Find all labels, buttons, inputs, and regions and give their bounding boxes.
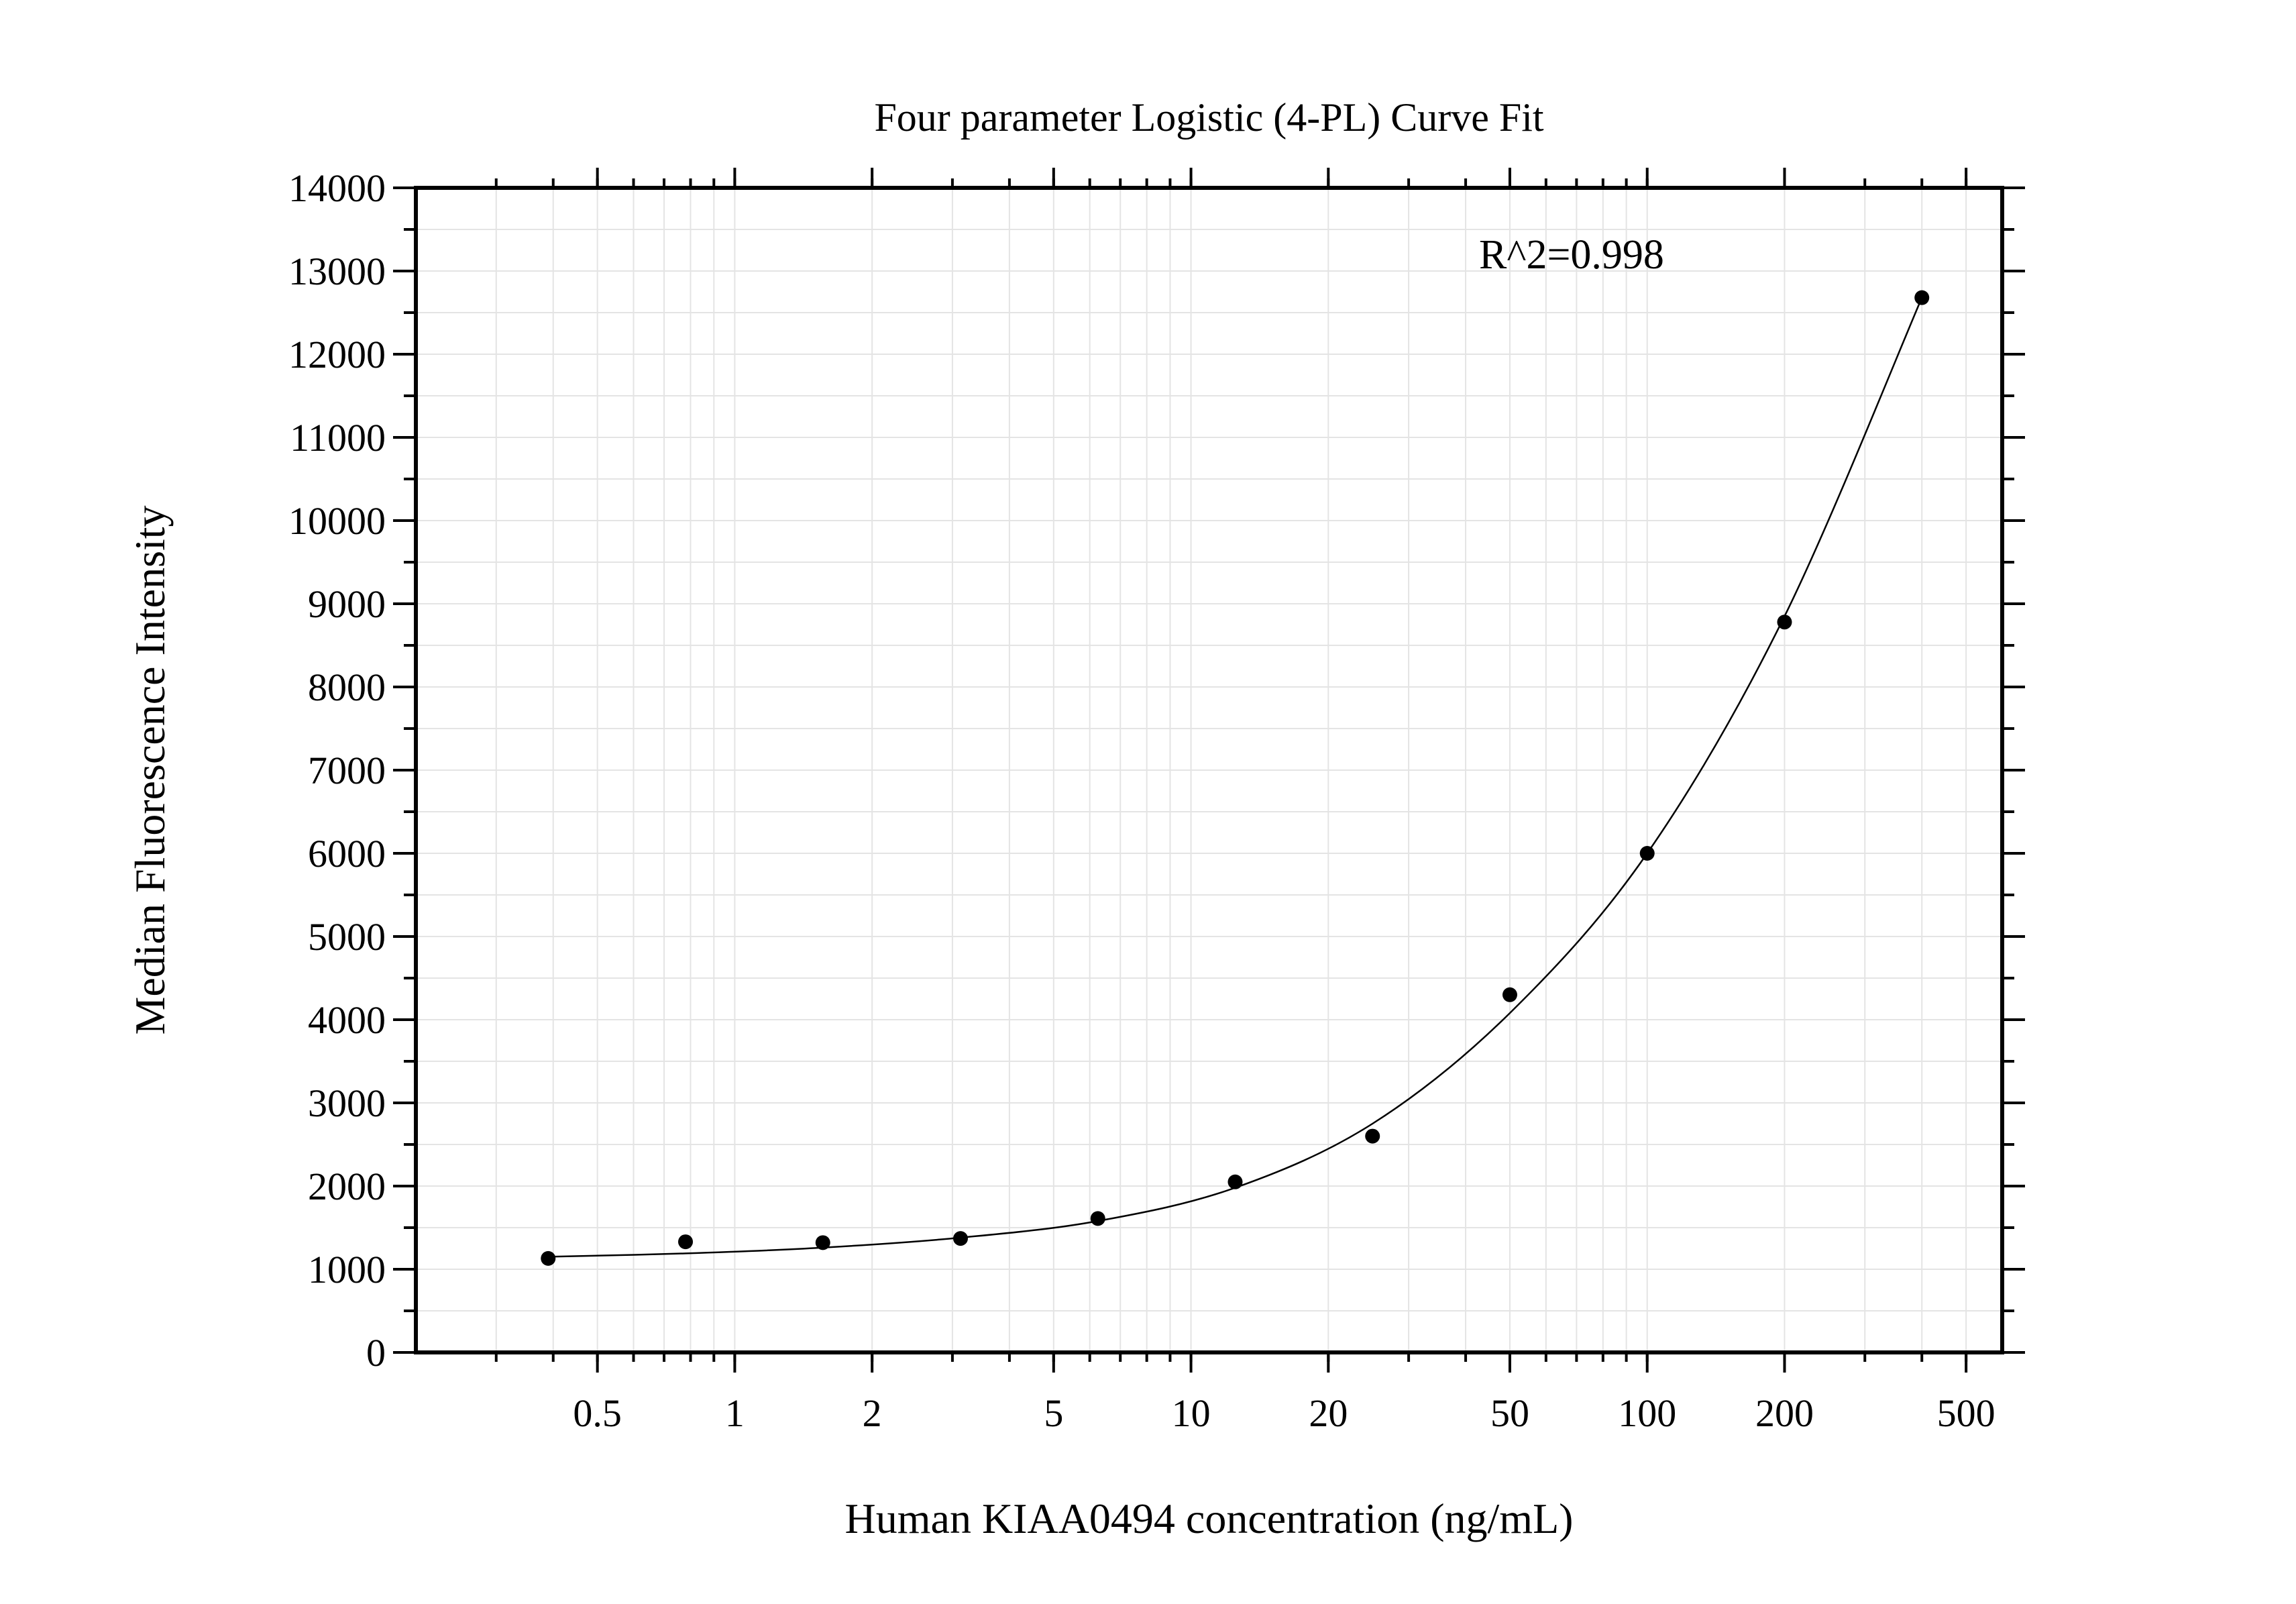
x-tick-label: 200 [1755,1391,1814,1435]
data-point [815,1235,830,1250]
axis-ticks [393,168,2025,1373]
x-tick-label: 20 [1309,1391,1348,1435]
data-point [1365,1128,1380,1144]
data-point [1227,1174,1243,1189]
fit-curve [548,297,1923,1258]
y-tick-labels: 0 1000 2000 3000 4000 5000 6000 7000 8000 9000 100… [288,166,386,1375]
y-tick-label: 13000 [288,250,386,293]
data-point [952,1231,968,1246]
y-tick-label: 3000 [308,1081,386,1125]
x-tick-label: 10 [1172,1391,1211,1435]
data-point [678,1234,694,1250]
y-tick-label: 6000 [308,832,386,875]
data-point [1914,290,1930,305]
y-tick-label: 2000 [308,1165,386,1208]
x-tick-label: 2 [863,1391,882,1435]
y-axis-label: Median Fluorescence Intensity [126,505,174,1034]
y-tick-label: 5000 [308,915,386,959]
r-squared-annotation: R^2=0.998 [1479,232,1664,278]
grid-lines [416,187,2002,1353]
y-tick-label: 1000 [308,1248,386,1291]
x-tick-labels: 0.5 1 2 5 10 20 50 100 200 500 [573,1391,1995,1435]
y-tick-label: 11000 [290,416,386,460]
x-tick-label: 100 [1618,1391,1676,1435]
y-tick-label: 8000 [308,665,386,709]
y-tick-label: 14000 [288,166,386,210]
x-tick-label: 0.5 [573,1391,622,1435]
data-point [541,1250,556,1266]
y-tick-label: 4000 [308,998,386,1042]
x-tick-label: 1 [725,1391,745,1435]
data-point [1502,987,1517,1002]
data-point [1777,614,1792,630]
y-tick-label: 7000 [308,749,386,792]
data-point [1090,1211,1105,1226]
data-points [541,290,1930,1266]
y-tick-label: 0 [366,1331,386,1375]
chart-title: Four parameter Logistic (4-PL) Curve Fit [874,95,1543,140]
x-tick-label: 500 [1937,1391,1996,1435]
x-tick-label: 5 [1044,1391,1063,1435]
data-point [1639,846,1655,861]
y-tick-label: 10000 [288,499,386,543]
y-tick-label: 9000 [308,582,386,626]
x-tick-label: 50 [1490,1391,1529,1435]
x-axis-label: Human KIAA0494 concentration (ng/mL) [845,1495,1574,1542]
y-tick-label: 12000 [288,333,386,376]
